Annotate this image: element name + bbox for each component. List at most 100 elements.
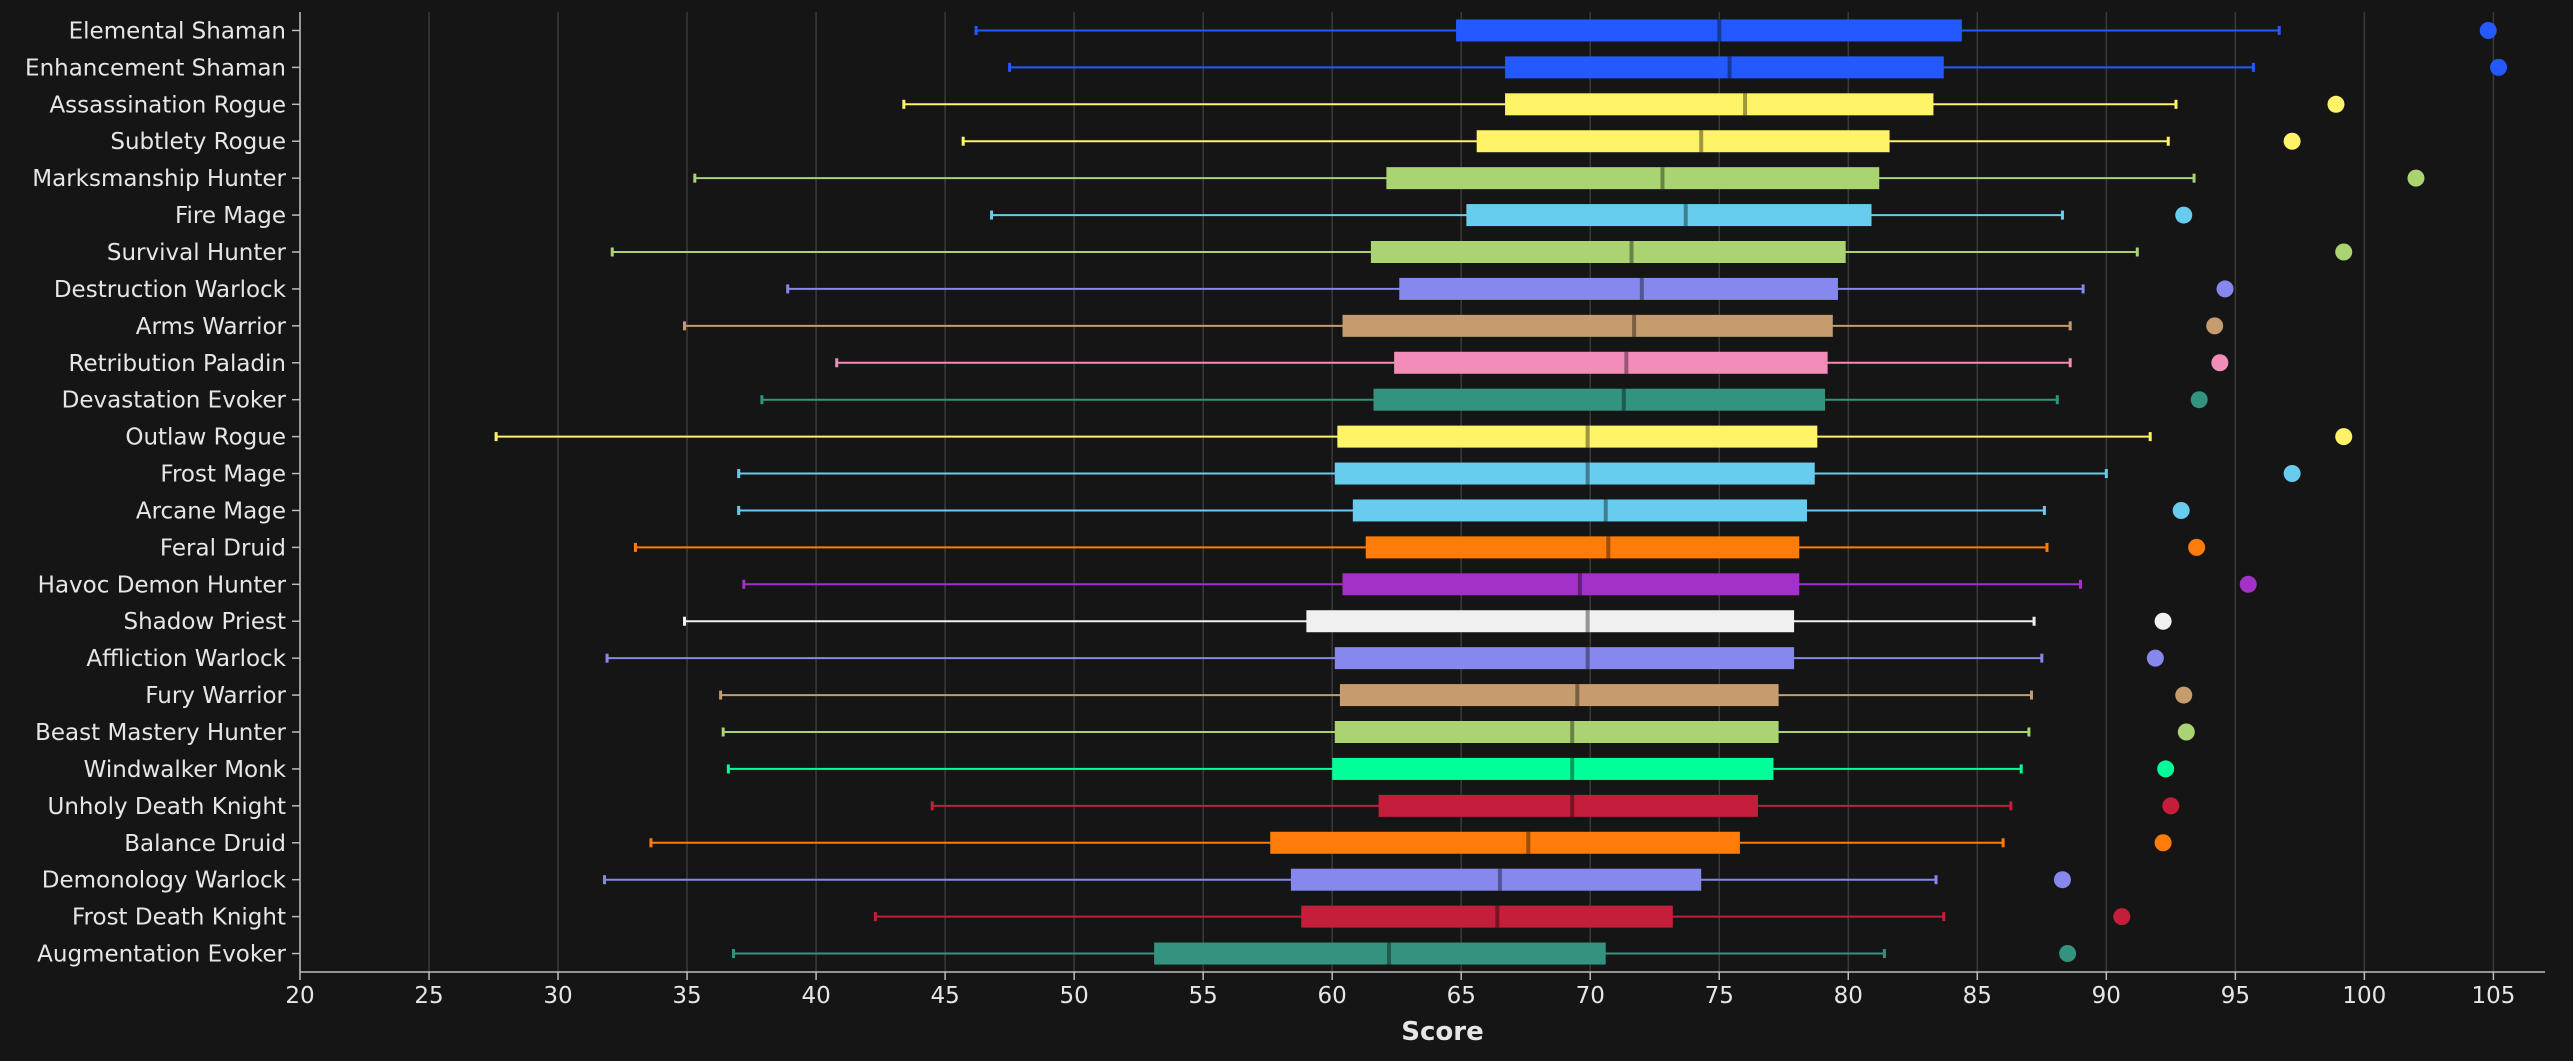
row-augmentation-evoker: Augmentation Evoker [37, 942, 2077, 968]
row-marksmanship-hunter: Marksmanship Hunter [32, 166, 2425, 192]
x-axis: 20 25 30 35 40 45 50 55 60 65 70 75 80 85 90 95 100 105 [285, 12, 2545, 1009]
iqr-box [1290, 868, 1702, 891]
x-tick-label: 65 [1447, 983, 1476, 1009]
category-label: Frost Death Knight [72, 905, 286, 931]
category-label: Fury Warrior [145, 683, 286, 709]
row-arcane-mage: Arcane Mage [136, 498, 2190, 524]
top-score-dot [2211, 354, 2229, 372]
iqr-box [1334, 647, 1795, 670]
row-assassination-rogue: Assassination Rogue [49, 92, 2345, 118]
x-tick-label: 35 [672, 983, 701, 1009]
top-score-dot [2188, 538, 2206, 556]
grid-lines [299, 12, 2495, 972]
category-label: Enhancement Shaman [25, 55, 286, 81]
box-plot-rows: Elemental Shaman Enhancement Shaman Assass… [25, 18, 2508, 968]
category-label: Shadow Priest [123, 609, 286, 635]
category-label: Frost Mage [160, 462, 286, 488]
row-destruction-warlock: Destruction Warlock [54, 277, 2234, 303]
iqr-box [1505, 56, 1944, 79]
iqr-box [1342, 573, 1800, 596]
top-score-dot [2172, 501, 2190, 519]
category-label: Windwalker Monk [84, 757, 287, 783]
row-frost-death-knight: Frost Death Knight [72, 905, 2131, 931]
top-score-dot [2407, 169, 2425, 187]
row-beast-mastery-hunter: Beast Mastery Hunter [35, 720, 2195, 746]
row-feral-druid: Feral Druid [160, 535, 2206, 561]
row-frost-mage: Frost Mage [160, 462, 2301, 488]
top-score-dot [2216, 280, 2234, 298]
iqr-box [1399, 277, 1838, 300]
top-score-dot [2335, 428, 2353, 446]
top-score-dot [2177, 723, 2195, 741]
top-score-dot [2479, 21, 2497, 39]
top-score-dot [2053, 871, 2071, 889]
category-label: Outlaw Rogue [125, 425, 286, 451]
iqr-box [1476, 130, 1890, 153]
iqr-box [1334, 721, 1779, 743]
iqr-box [1339, 684, 1779, 707]
x-tick-label: 50 [1059, 983, 1088, 1009]
category-label: Arcane Mage [136, 498, 286, 524]
top-score-dot [2283, 132, 2301, 150]
top-score-dot [2059, 945, 2077, 963]
x-tick-label: 85 [1963, 983, 1992, 1009]
category-label: Affliction Warlock [86, 646, 286, 672]
x-tick-label: 60 [1318, 983, 1347, 1009]
iqr-box [1370, 241, 1846, 263]
category-label: Devastation Evoker [62, 388, 287, 414]
category-label: Beast Mastery Hunter [35, 720, 286, 746]
x-tick-label: 95 [2221, 983, 2250, 1009]
category-label: Fire Mage [175, 203, 286, 229]
iqr-box [1505, 93, 1934, 116]
top-score-dot [2154, 612, 2172, 630]
row-unholy-death-knight: Unholy Death Knight [48, 794, 2180, 820]
row-balance-druid: Balance Druid [124, 831, 2172, 857]
row-outlaw-rogue: Outlaw Rogue [125, 425, 2353, 451]
iqr-box [1342, 314, 1833, 337]
x-tick-label: 105 [2471, 983, 2515, 1009]
row-windwalker-monk: Windwalker Monk [84, 757, 2175, 783]
iqr-box [1365, 536, 1800, 559]
iqr-box [1456, 19, 1962, 42]
row-fury-warrior: Fury Warrior [145, 683, 2193, 709]
category-label: Survival Hunter [107, 240, 287, 266]
row-survival-hunter: Survival Hunter [107, 240, 2353, 266]
row-shadow-priest: Shadow Priest [123, 609, 2172, 635]
top-score-dot [2154, 834, 2172, 852]
iqr-box [1386, 167, 1880, 190]
row-havoc-demon-hunter: Havoc Demon Hunter [38, 572, 2257, 598]
top-score-dot [2175, 206, 2193, 224]
x-tick-label: 30 [543, 983, 572, 1009]
row-fire-mage: Fire Mage [175, 203, 2193, 229]
row-elemental-shaman: Elemental Shaman [69, 18, 2497, 44]
x-tick-label: 90 [2092, 983, 2121, 1009]
top-score-dot [2206, 317, 2224, 335]
iqr-box [1352, 499, 1807, 522]
row-demonology-warlock: Demonology Warlock [42, 868, 2071, 894]
top-score-dot [2113, 908, 2131, 926]
x-tick-label: 70 [1576, 983, 1605, 1009]
category-label: Elemental Shaman [69, 18, 286, 44]
category-label: Havoc Demon Hunter [38, 572, 287, 598]
iqr-box [1378, 794, 1758, 817]
category-label: Demonology Warlock [42, 868, 287, 894]
row-enhancement-shaman: Enhancement Shaman [25, 55, 2508, 81]
category-label: Unholy Death Knight [48, 794, 286, 820]
x-tick-label: 55 [1189, 983, 1218, 1009]
top-score-dot [2190, 391, 2208, 409]
top-score-dot [2157, 760, 2175, 778]
category-label: Arms Warrior [136, 314, 287, 340]
category-label: Augmentation Evoker [37, 942, 286, 968]
iqr-box [1154, 942, 1606, 965]
iqr-box [1337, 425, 1818, 448]
category-label: Assassination Rogue [49, 92, 286, 118]
x-tick-label: 20 [285, 983, 314, 1009]
iqr-box [1301, 905, 1673, 928]
top-score-dot [2162, 797, 2180, 815]
row-devastation-evoker: Devastation Evoker [62, 388, 2208, 414]
iqr-box [1306, 610, 1795, 633]
top-score-dot [2335, 243, 2353, 261]
x-tick-label: 100 [2342, 983, 2386, 1009]
x-tick-label: 80 [1834, 983, 1863, 1009]
top-score-dot [2146, 649, 2164, 667]
